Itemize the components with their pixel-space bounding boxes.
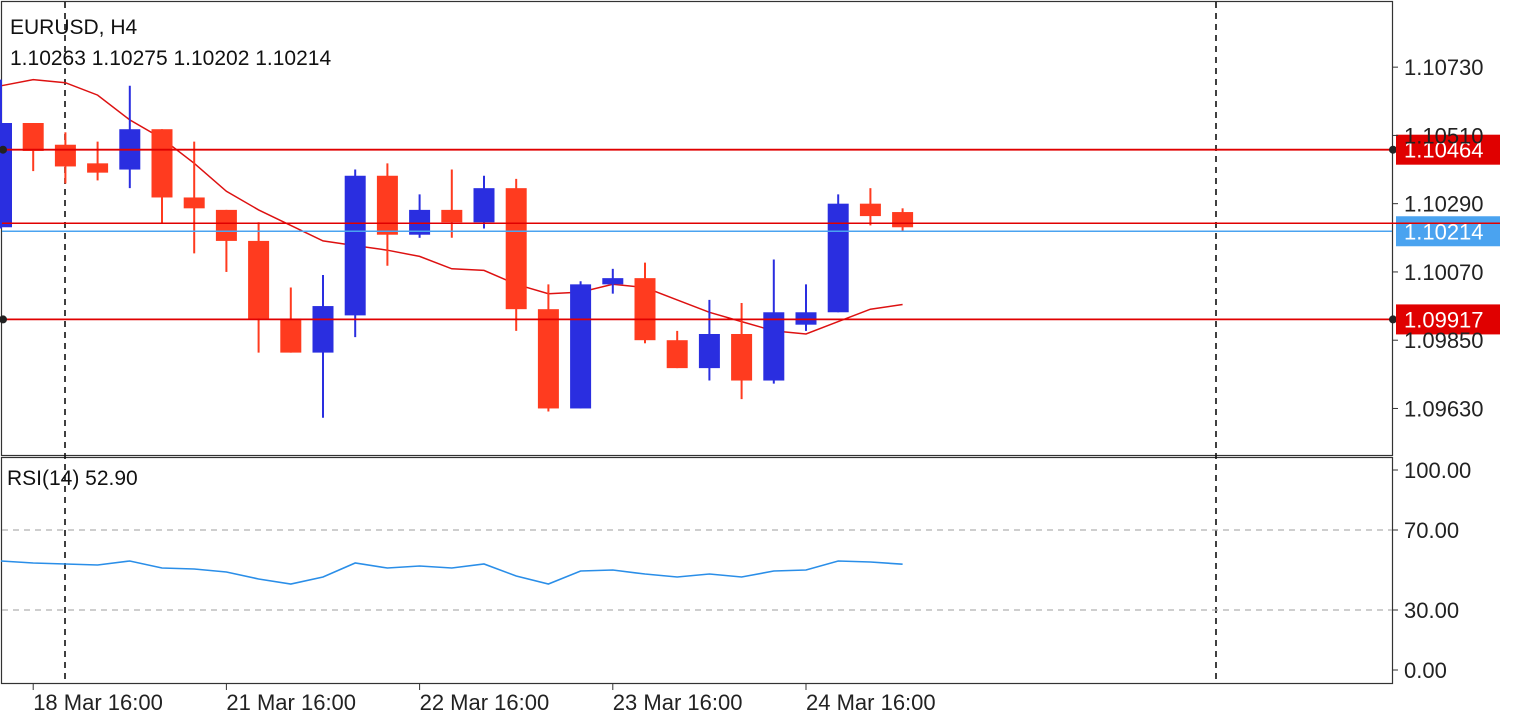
candle <box>795 284 817 331</box>
level-handle-right <box>1389 145 1397 154</box>
candle <box>505 178 527 331</box>
candle-body <box>892 212 914 228</box>
candle-body <box>344 175 366 316</box>
price-tick-label: 1.10290 <box>1404 192 1484 217</box>
level-handle-left <box>0 315 7 324</box>
price-tick-label: 1.09630 <box>1404 396 1484 421</box>
time-tick-label: 24 Mar 16:00 <box>806 690 936 715</box>
price-tick-label: 1.10730 <box>1404 55 1484 80</box>
rsi-tick-label: 100.00 <box>1404 458 1471 483</box>
level-handle-left <box>0 145 7 154</box>
candle-body <box>409 209 431 235</box>
candle-body <box>151 129 173 198</box>
candle <box>119 85 141 189</box>
price-tick-label: 1.10070 <box>1404 260 1484 285</box>
candle-body <box>441 209 463 223</box>
candle <box>666 330 688 369</box>
candle-body <box>54 144 76 167</box>
rsi-tick-label: 30.00 <box>1404 598 1459 623</box>
candle <box>22 123 44 172</box>
candle-body <box>183 197 205 209</box>
level-price-tag <box>1396 134 1500 165</box>
candle <box>892 208 914 231</box>
candle <box>441 169 463 238</box>
candle-body <box>87 163 109 173</box>
time-tick-label: 18 Mar 16:00 <box>33 690 163 715</box>
candle-body <box>795 312 817 325</box>
rsi-tick-label: 0.00 <box>1404 658 1447 683</box>
price-tick-label: 1.10510 <box>1404 123 1484 148</box>
time-tick-label: 22 Mar 16:00 <box>420 690 550 715</box>
candle <box>827 194 849 313</box>
candle <box>87 141 109 181</box>
candle-body <box>602 278 624 285</box>
candle-body <box>0 123 12 228</box>
moving-average-line <box>0 78 903 335</box>
candle-body <box>763 312 785 381</box>
candle-body <box>666 340 688 369</box>
level-price-label: 1.09917 <box>1404 307 1484 332</box>
candle <box>473 175 495 229</box>
candle <box>859 188 881 226</box>
candle-body <box>505 188 527 310</box>
candle-body <box>280 318 302 353</box>
level-price-tag <box>1396 304 1500 335</box>
candle <box>151 129 173 224</box>
candle-body <box>827 203 849 313</box>
candle-body <box>570 284 592 409</box>
candle-body <box>215 209 237 241</box>
level-price-label: 1.10464 <box>1404 138 1484 163</box>
candle <box>183 141 205 254</box>
candle <box>376 163 398 266</box>
candle <box>215 209 237 272</box>
candle-body <box>731 333 753 381</box>
candle <box>602 268 624 294</box>
candle-body <box>376 175 398 235</box>
candle <box>731 302 753 400</box>
candle <box>763 259 785 384</box>
level-handle-right <box>1389 315 1397 324</box>
candle-body <box>634 278 656 341</box>
candle <box>634 262 656 344</box>
candle-body <box>473 188 495 223</box>
time-tick-label: 23 Mar 16:00 <box>613 690 743 715</box>
price-tick-label: 1.09850 <box>1404 328 1484 353</box>
candle-body <box>248 240 270 319</box>
symbol-timeframe: EURUSD, H4 <box>10 16 138 39</box>
candle <box>570 281 592 409</box>
candle-body <box>859 203 881 217</box>
rsi-line <box>0 560 903 585</box>
candle-body <box>312 306 334 353</box>
candle-body <box>22 123 44 151</box>
candle <box>698 299 720 381</box>
time-tick-label: 21 Mar 16:00 <box>226 690 356 715</box>
candle-body <box>537 309 559 409</box>
candle <box>54 132 76 184</box>
candle <box>537 284 559 412</box>
rsi-label: RSI(14) 52.90 <box>7 467 138 490</box>
ohlc-readout: 1.10263 1.10275 1.10202 1.10214 <box>10 47 332 70</box>
candle <box>312 275 334 418</box>
candle-body <box>698 333 720 369</box>
rsi-pane-frame <box>0 456 1394 685</box>
candle <box>0 79 12 229</box>
bid-price-tag <box>1396 216 1500 247</box>
rsi-tick-label: 70.00 <box>1404 518 1459 543</box>
candle <box>344 169 366 338</box>
candle <box>248 222 270 353</box>
